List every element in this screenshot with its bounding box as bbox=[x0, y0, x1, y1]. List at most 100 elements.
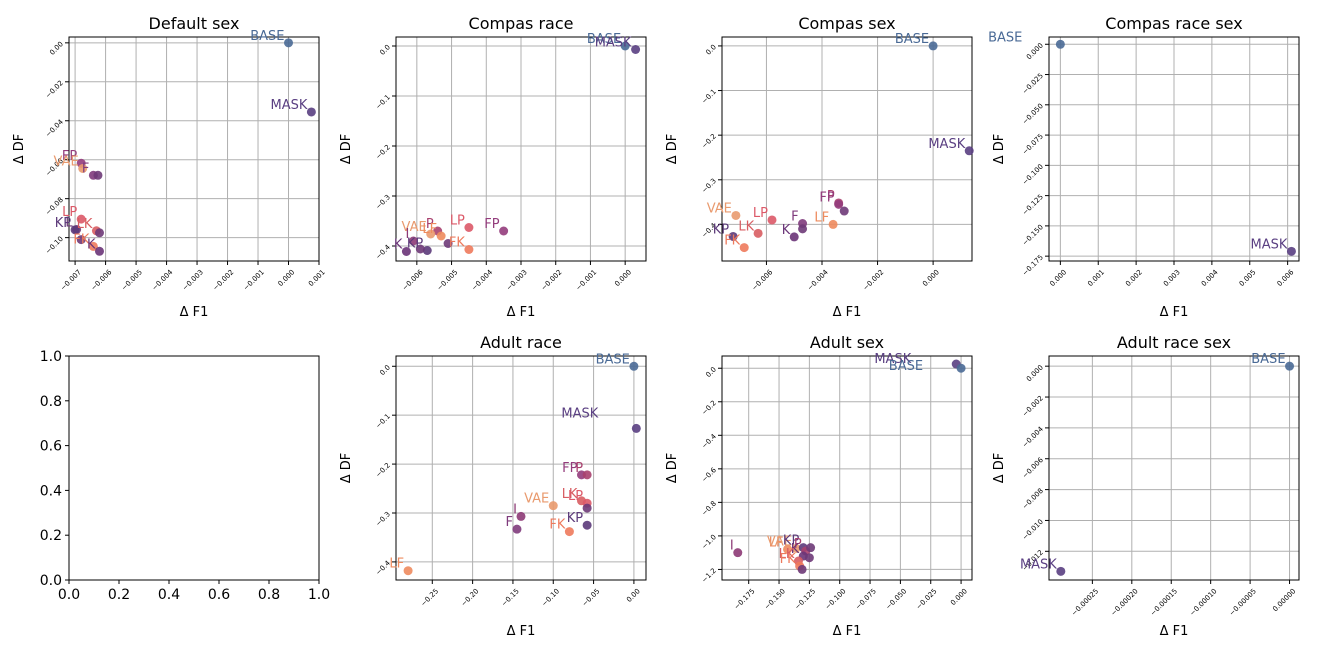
data-point-vae bbox=[426, 229, 436, 239]
point-label-fk: FK bbox=[73, 232, 89, 247]
x-tick-label: −0.005 bbox=[435, 268, 459, 292]
data-point-i bbox=[408, 236, 418, 246]
x-tick-label: −0.05 bbox=[581, 587, 602, 608]
data-point-lf bbox=[828, 219, 838, 229]
point-label-f: F bbox=[791, 210, 798, 225]
point-label-lf: LF bbox=[422, 222, 437, 237]
data-point-blank bbox=[806, 543, 816, 553]
y-tick-label: −0.150 bbox=[1021, 223, 1045, 247]
data-point-vae bbox=[78, 163, 88, 173]
data-point-lf bbox=[436, 231, 446, 241]
data-point-fk bbox=[564, 527, 574, 537]
chart-0: −0.007 −0.006 −0.005 −0.004 −0.003 −0.002 −0.0… bbox=[12, 14, 327, 320]
point-label-lf: LF bbox=[769, 535, 784, 550]
point-label-mask: MASK bbox=[1251, 237, 1288, 252]
data-point-k bbox=[401, 247, 411, 256]
point-label-lp: LP bbox=[568, 489, 583, 504]
y-tick-label: 0.0 bbox=[378, 43, 392, 57]
y-tick-label: −0.02 bbox=[44, 79, 65, 100]
x-tick-label: 0.000 bbox=[921, 268, 941, 288]
data-point-k bbox=[94, 246, 104, 256]
point-label-lp: LP bbox=[753, 206, 768, 221]
chart-title: Adult race sex bbox=[1117, 333, 1231, 352]
x-tick-label: 0.00000 bbox=[1271, 587, 1297, 613]
y-tick-label: −1.0 bbox=[700, 533, 718, 551]
data-point-fp bbox=[834, 199, 844, 209]
y-axis-label: Δ DF bbox=[992, 453, 1007, 484]
y-tick-label: −0.8 bbox=[700, 500, 718, 518]
point-label-p: P bbox=[794, 537, 802, 552]
point-label-fp: FP bbox=[484, 217, 499, 232]
x-tick-label: 0.000 bbox=[949, 587, 969, 607]
x-axis-label: Δ F1 bbox=[1160, 624, 1189, 639]
point-label-base: BASE bbox=[1251, 352, 1285, 367]
point-label-fk: FK bbox=[780, 552, 796, 567]
y-tick-label: 0.0 bbox=[704, 365, 718, 379]
y-tick-label: −0.1 bbox=[700, 88, 718, 106]
point-label-base: BASE bbox=[988, 30, 1022, 45]
x-axis-label: Δ F1 bbox=[180, 305, 209, 320]
y-tick-label: −0.1 bbox=[374, 412, 392, 430]
data-point-lf bbox=[403, 566, 413, 576]
point-label-f: F bbox=[82, 161, 89, 176]
y-tick-label: 0.2 bbox=[40, 528, 62, 544]
x-tick-label: −0.006 bbox=[401, 268, 425, 292]
chart-6: −0.175 −0.150 −0.125 −0.100 −0.075 −0.050 −0.0… bbox=[665, 333, 973, 639]
data-point-mask bbox=[631, 45, 641, 54]
x-tick-label: −0.10 bbox=[540, 587, 561, 608]
point-label-base: BASE bbox=[587, 32, 621, 47]
data-point-vae bbox=[731, 210, 741, 220]
data-point-kp bbox=[728, 231, 738, 241]
chart-title: Compas race sex bbox=[1105, 14, 1242, 33]
x-tick-label: −0.002 bbox=[211, 268, 235, 292]
point-label-vae: VAE bbox=[767, 534, 792, 549]
point-label-vae: VAE bbox=[707, 201, 732, 216]
point-label-p: P bbox=[827, 189, 835, 204]
data-point-fk bbox=[464, 245, 474, 254]
x-tick-label: −0.100 bbox=[824, 587, 848, 611]
x-tick-label: −0.20 bbox=[460, 587, 481, 608]
x-tick-label: −0.075 bbox=[854, 587, 878, 611]
x-axis-label: Δ F1 bbox=[1160, 305, 1189, 320]
y-tick-label: −0.175 bbox=[1021, 253, 1045, 277]
point-label-k: K bbox=[791, 542, 800, 557]
point-label-mask: MASK bbox=[595, 36, 632, 51]
data-point-blank bbox=[443, 239, 453, 248]
data-point-i bbox=[516, 511, 526, 521]
y-axis-label: Δ DF bbox=[665, 134, 680, 165]
data-point-fk bbox=[739, 243, 749, 253]
data-point-vae bbox=[548, 501, 558, 511]
point-label-vae: VAE bbox=[402, 220, 427, 235]
point-label-i: I bbox=[406, 227, 410, 242]
data-point-base bbox=[928, 41, 938, 51]
y-tick-label: 0.000 bbox=[1025, 42, 1045, 62]
x-tick-label: −0.001 bbox=[242, 268, 266, 292]
y-tick-label: −0.025 bbox=[1021, 72, 1045, 96]
y-tick-label: −0.010 bbox=[1021, 518, 1045, 542]
point-label-mask: MASK bbox=[928, 137, 965, 152]
point-label-lk: LK bbox=[738, 219, 754, 234]
point-label-mask: MASK bbox=[270, 98, 307, 113]
y-tick-label: 0.6 bbox=[40, 439, 62, 455]
data-point-blank bbox=[94, 228, 104, 238]
data-point-blank bbox=[93, 170, 103, 180]
point-label-kp: KP bbox=[567, 511, 584, 526]
point-label-kp: KP bbox=[783, 534, 800, 549]
y-tick-label: −0.006 bbox=[1021, 456, 1045, 480]
data-point-mask bbox=[1286, 246, 1296, 256]
chart-title: Adult sex bbox=[810, 333, 884, 352]
data-point-lp bbox=[767, 215, 777, 225]
data-point-blank bbox=[415, 244, 425, 254]
y-tick-label: −0.2 bbox=[374, 143, 392, 161]
data-point-fk bbox=[88, 241, 98, 251]
point-label-vae: VAE bbox=[524, 492, 549, 507]
y-tick-label: −0.004 bbox=[1021, 425, 1045, 449]
x-tick-label: −0.004 bbox=[150, 268, 174, 292]
x-tick-label: −0.003 bbox=[181, 268, 205, 292]
point-label-f: F bbox=[505, 515, 512, 530]
y-tick-label: −0.050 bbox=[1021, 102, 1045, 126]
x-tick-label: 0.00 bbox=[625, 587, 642, 604]
data-point-lp bbox=[76, 214, 86, 224]
point-label-i: I bbox=[513, 502, 517, 517]
x-tick-label: 0.002 bbox=[1124, 268, 1144, 288]
